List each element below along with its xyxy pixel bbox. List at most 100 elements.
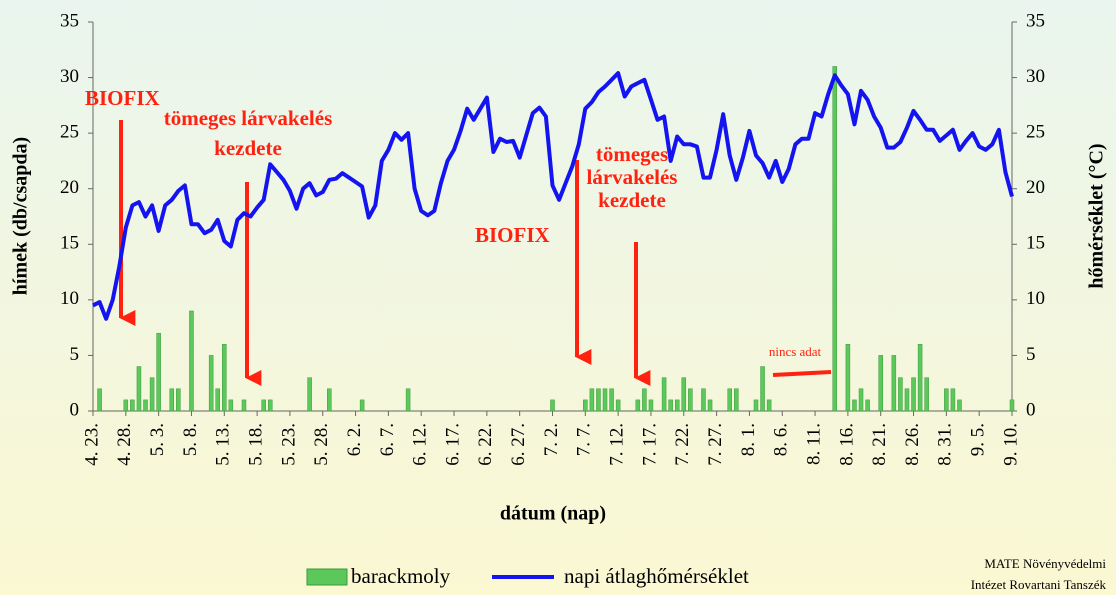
bar (648, 399, 654, 412)
bar (635, 399, 641, 412)
bar (136, 366, 142, 412)
x-tick-label: 8. 1. (738, 423, 759, 456)
x-tick-label: 5. 13. (213, 423, 234, 466)
bar (681, 377, 687, 412)
x-tick-label: 4. 28. (114, 423, 135, 466)
annotation: tömeges (596, 142, 668, 166)
bar (904, 388, 910, 412)
bar (950, 388, 956, 412)
x-tick-label: 8. 6. (771, 423, 792, 456)
bar (753, 399, 759, 412)
x-tick-label: 8. 21. (869, 423, 890, 466)
annotation: kezdete (598, 188, 666, 212)
bar (734, 388, 739, 412)
annotation: nincs adat (769, 344, 822, 359)
bar (674, 399, 680, 412)
bar (891, 355, 897, 412)
y2-tick-label: 0 (1026, 399, 1036, 420)
y-tick-label: 35 (60, 10, 79, 31)
y-tick-label: 15 (60, 233, 79, 254)
bar (327, 388, 332, 412)
x-tick-label: 5. 23. (278, 423, 299, 466)
bar (143, 399, 148, 412)
bar (261, 399, 266, 412)
x-tick-label: 8. 11. (803, 423, 824, 465)
bar (615, 399, 621, 412)
y-tick-label: 0 (70, 399, 80, 420)
y-tick-label: 20 (60, 177, 79, 198)
bar (130, 399, 135, 412)
credit: MATE Növényvédelmi (984, 556, 1106, 571)
y-tick-label: 30 (60, 66, 79, 87)
x-tick-label: 7. 22. (672, 423, 693, 466)
bar (589, 388, 595, 412)
x-tick-label: 4. 23. (81, 423, 102, 466)
bar (924, 377, 929, 412)
y2-tick-label: 30 (1026, 66, 1045, 87)
bar (97, 388, 102, 412)
no-data-line (772, 370, 832, 377)
bar (176, 388, 181, 412)
bar (701, 388, 706, 412)
bar (707, 399, 713, 412)
bar (228, 399, 234, 412)
annotation: tömeges lárvakelés (164, 106, 333, 130)
x-tick-label: 6. 17. (442, 423, 463, 466)
bar (405, 388, 411, 412)
x-tick-label: 5. 3. (147, 423, 168, 456)
bar (222, 344, 227, 412)
bar (917, 344, 923, 412)
legend-swatch (306, 568, 348, 586)
x-tick-label: 8. 26. (902, 423, 923, 466)
bar (550, 399, 555, 412)
bar (858, 388, 864, 412)
bar (957, 399, 962, 412)
y-tick-label: 5 (70, 344, 80, 365)
x-tick-label: 8. 16. (836, 423, 857, 466)
bar (189, 310, 194, 412)
bar (1009, 399, 1015, 412)
temperature-line (92, 71, 1014, 321)
x-tick-label: 8. 31. (935, 423, 956, 466)
annotation: BIOFIX (85, 86, 160, 110)
bar (609, 388, 614, 412)
credit: Intézet Rovartani Tanszék (971, 577, 1107, 592)
bar (583, 399, 588, 412)
bar (602, 388, 608, 412)
bar (878, 355, 883, 412)
bar (642, 388, 647, 412)
x-tick-label: 5. 28. (311, 423, 332, 466)
x-tick-label: 6. 12. (410, 423, 431, 466)
bar (123, 399, 129, 412)
bar (760, 366, 765, 412)
x-tick-label: 7. 2. (541, 423, 562, 456)
x-tick-label: 9. 5. (968, 423, 989, 456)
bar (668, 399, 673, 412)
bar (267, 399, 273, 412)
x-tick-label: 6. 7. (377, 423, 398, 456)
x-axis-label: dátum (nap) (500, 503, 606, 525)
bar (596, 388, 601, 412)
bar (852, 399, 857, 412)
y2-tick-label: 35 (1026, 10, 1045, 31)
x-tick-label: 7. 12. (607, 423, 628, 466)
x-tick-label: 6. 22. (475, 423, 496, 466)
y2-tick-label: 15 (1026, 233, 1045, 254)
bar (215, 388, 220, 412)
bar (911, 377, 916, 412)
legend-label: barackmoly (351, 564, 451, 588)
bar (766, 399, 772, 412)
bar (169, 388, 175, 412)
x-tick-label: 6. 27. (508, 423, 529, 466)
annotation: kezdete (214, 136, 282, 160)
y-axis-label: hímek (db/csapda) (10, 137, 32, 295)
bar (661, 377, 667, 412)
bar (307, 377, 312, 412)
bar (865, 399, 870, 412)
bar (832, 66, 838, 412)
y-tick-label: 10 (60, 288, 79, 309)
bar (359, 399, 365, 412)
annotation: BIOFIX (475, 223, 550, 247)
y2-axis-label: hőmérséklet (°C) (1086, 143, 1108, 288)
